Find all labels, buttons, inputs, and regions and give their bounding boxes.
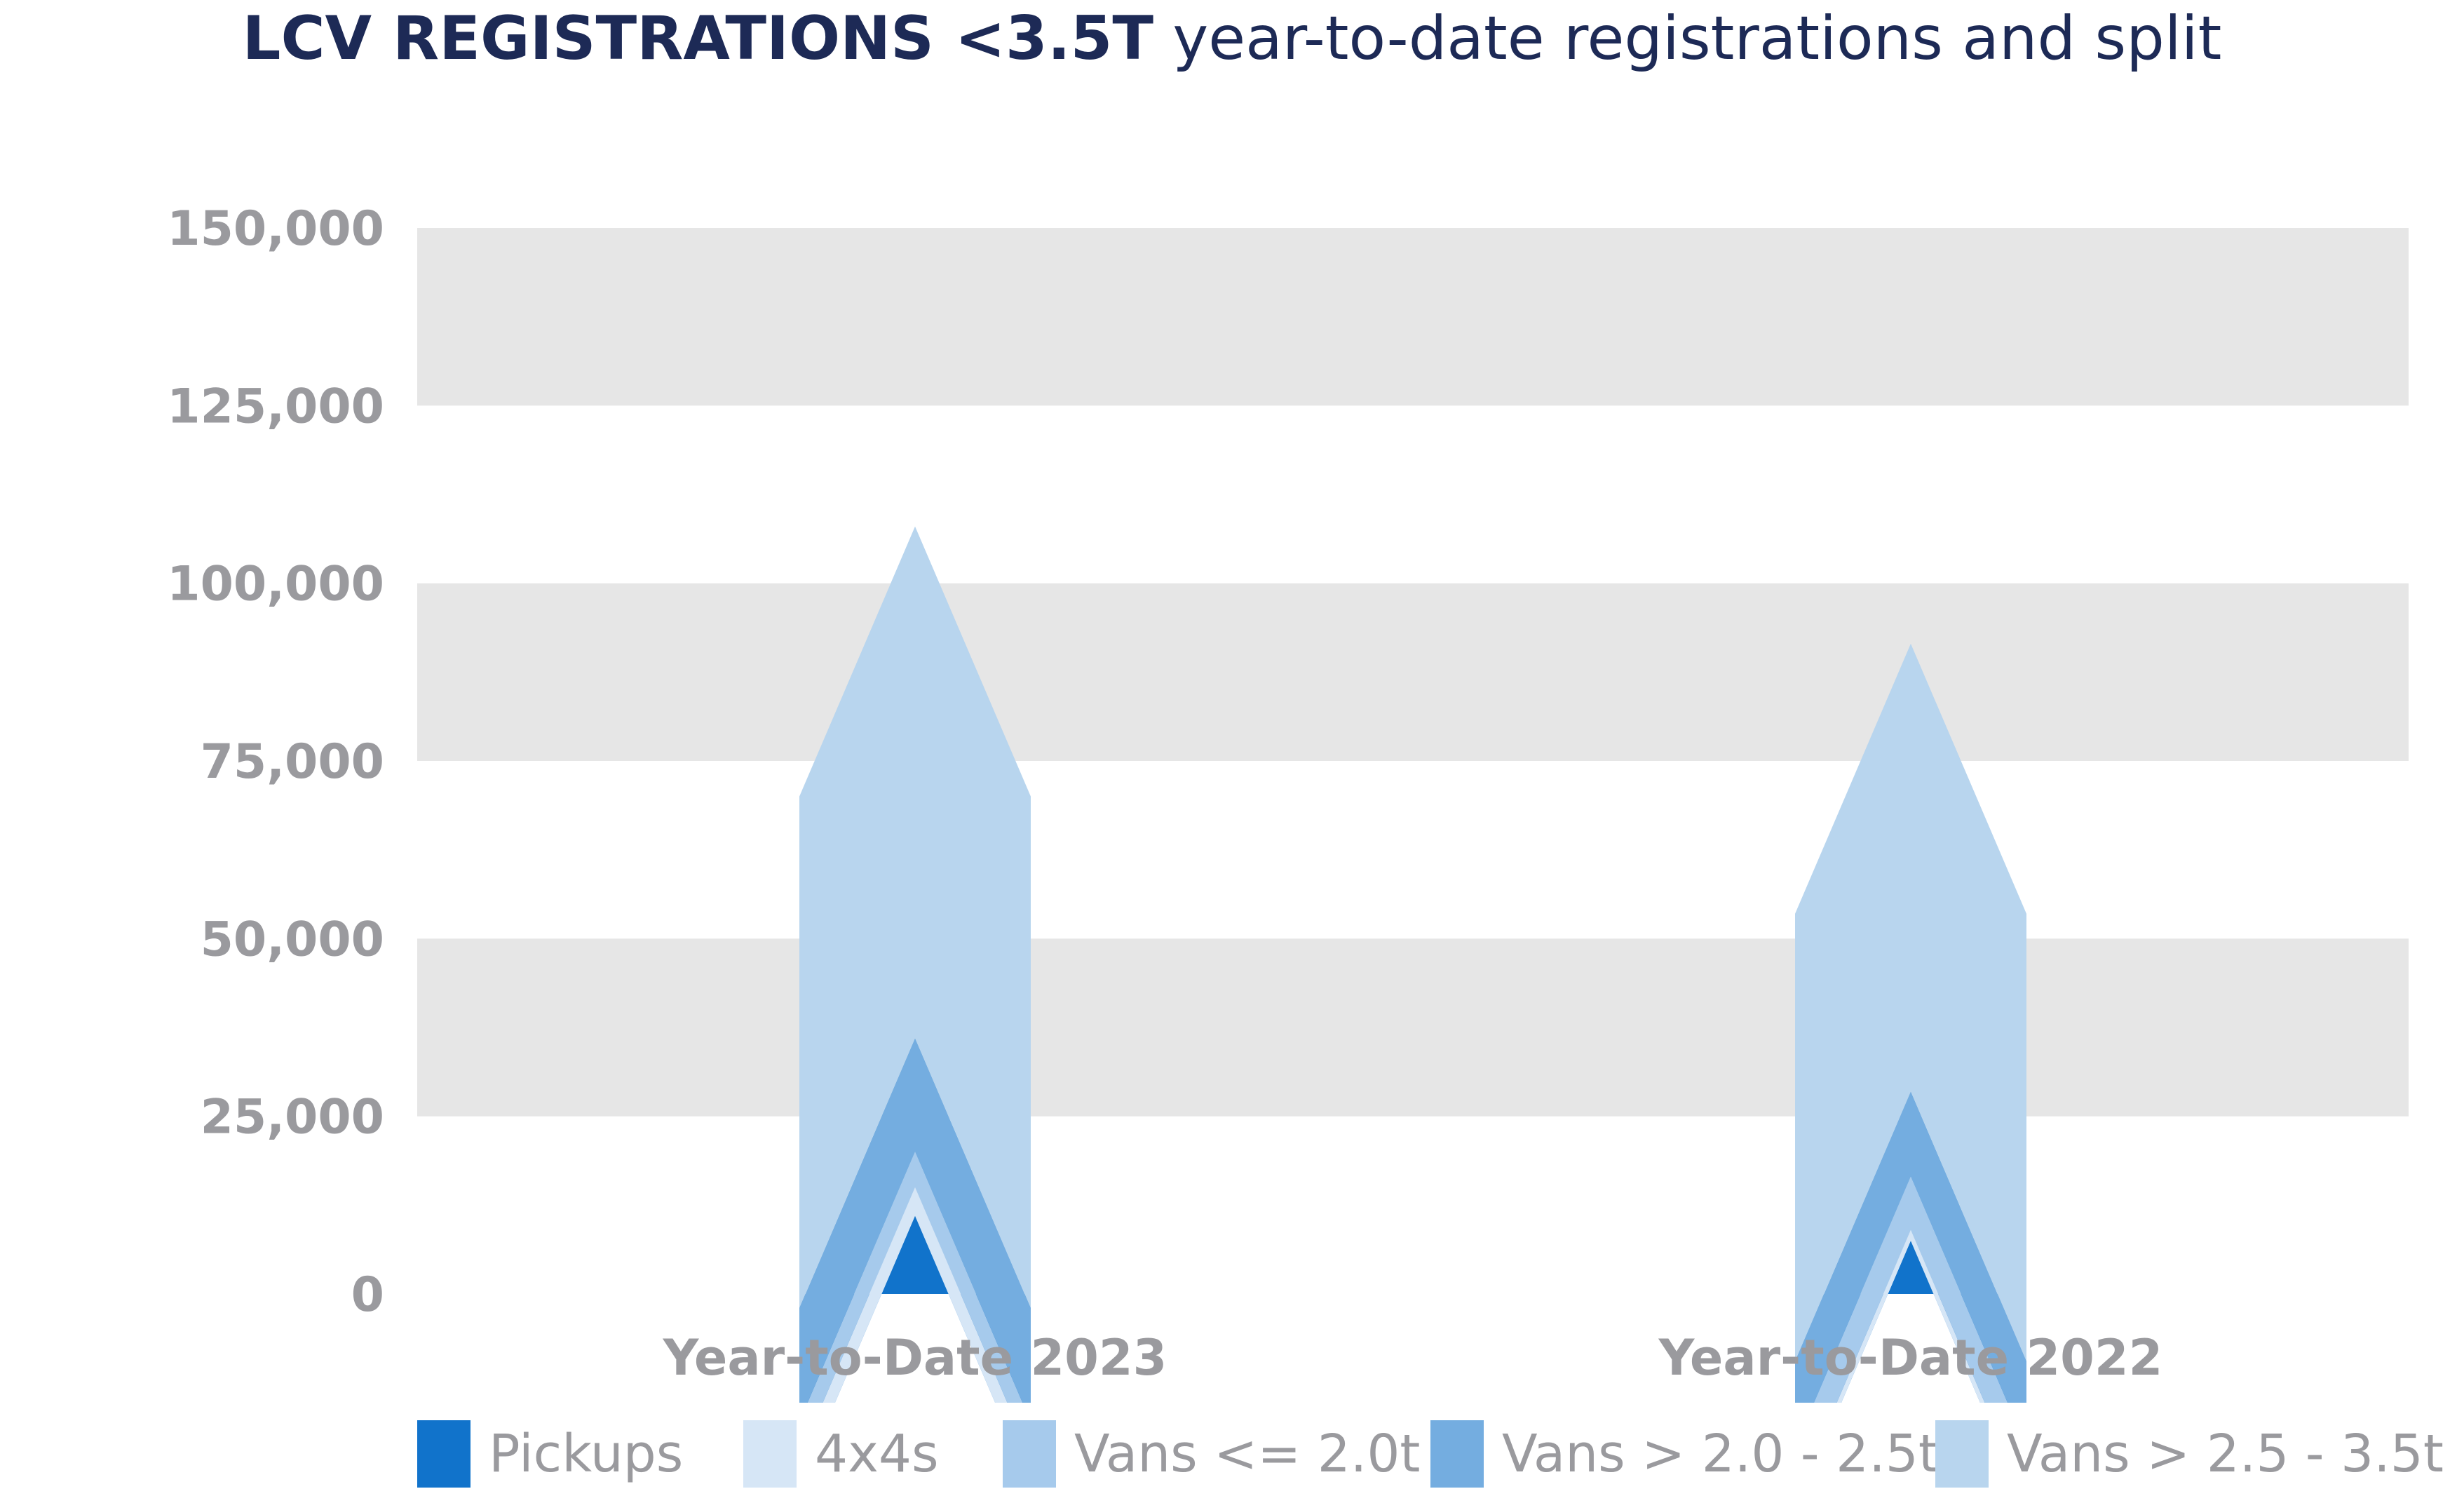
legend-item: Vans > 2.0 - 2.5t [1430, 1415, 1939, 1492]
grid-band [417, 583, 2409, 761]
legend-item: Pickups [417, 1415, 683, 1492]
x-category-label: Year-to-Date 2022 [1658, 1329, 2163, 1387]
bar-segment [1795, 643, 2026, 1362]
bar-segment [807, 1152, 1023, 1403]
legend-item: Vans > 2.5 - 3.5t [1935, 1415, 2444, 1492]
legend-label: 4x4s [815, 1424, 939, 1484]
y-axis-ticks: 0 25,000 50,000 75,000 100,000 125,000 150,000 [167, 201, 384, 1323]
y-tick-label: 75,000 [201, 734, 384, 790]
legend-label: Vans > 2.0 - 2.5t [1502, 1424, 1939, 1484]
legend-swatch [1935, 1420, 1989, 1488]
legend-label: Vans <= 2.0t [1074, 1424, 1421, 1484]
legend-label: Vans > 2.5 - 3.5t [2007, 1424, 2444, 1484]
legend-item: Vans <= 2.0t [1003, 1415, 1420, 1492]
legend-swatch [417, 1420, 471, 1488]
legend: Pickups 4x4s Vans <= 2.0t Vans > 2.0 - 2.5t… [0, 1415, 2464, 1492]
y-tick-label: 125,000 [167, 379, 384, 434]
grid-band [417, 228, 2409, 406]
x-category-label: Year-to-Date 2023 [663, 1329, 1167, 1387]
chart-title: LCV REGISTRATIONS <3.5T year-to-date reg… [0, 0, 2464, 77]
legend-swatch [1430, 1420, 1484, 1488]
y-tick-label: 100,000 [167, 557, 384, 612]
y-tick-label: 25,000 [201, 1090, 384, 1145]
bar-segment [1813, 1176, 2008, 1403]
y-tick-label: 50,000 [201, 912, 384, 967]
grid-bands [417, 228, 2409, 1117]
legend-item: 4x4s [743, 1415, 939, 1492]
chart-canvas: 0 25,000 50,000 75,000 100,000 125,000 150,000… [167, 201, 2409, 1403]
y-tick-label: 150,000 [167, 201, 384, 257]
bar-segment [1795, 1091, 2026, 1403]
legend-swatch [743, 1420, 797, 1488]
grid-band [417, 938, 2409, 1117]
legend-swatch [1003, 1420, 1056, 1488]
x-axis-categories: Year-to-Date 2023 Year-to-Date 2022 [663, 1329, 2163, 1387]
bar-segment [799, 1038, 1031, 1403]
chart-title-subtitle: year-to-date registrations and split [1172, 4, 2222, 74]
legend-label: Pickups [489, 1424, 684, 1484]
bar-segment [823, 1187, 1008, 1403]
chart-title-bold: LCV REGISTRATIONS <3.5T [242, 4, 1154, 74]
bar-segment [799, 526, 1031, 1309]
y-tick-label: 0 [351, 1267, 384, 1323]
bars [799, 526, 2026, 1403]
